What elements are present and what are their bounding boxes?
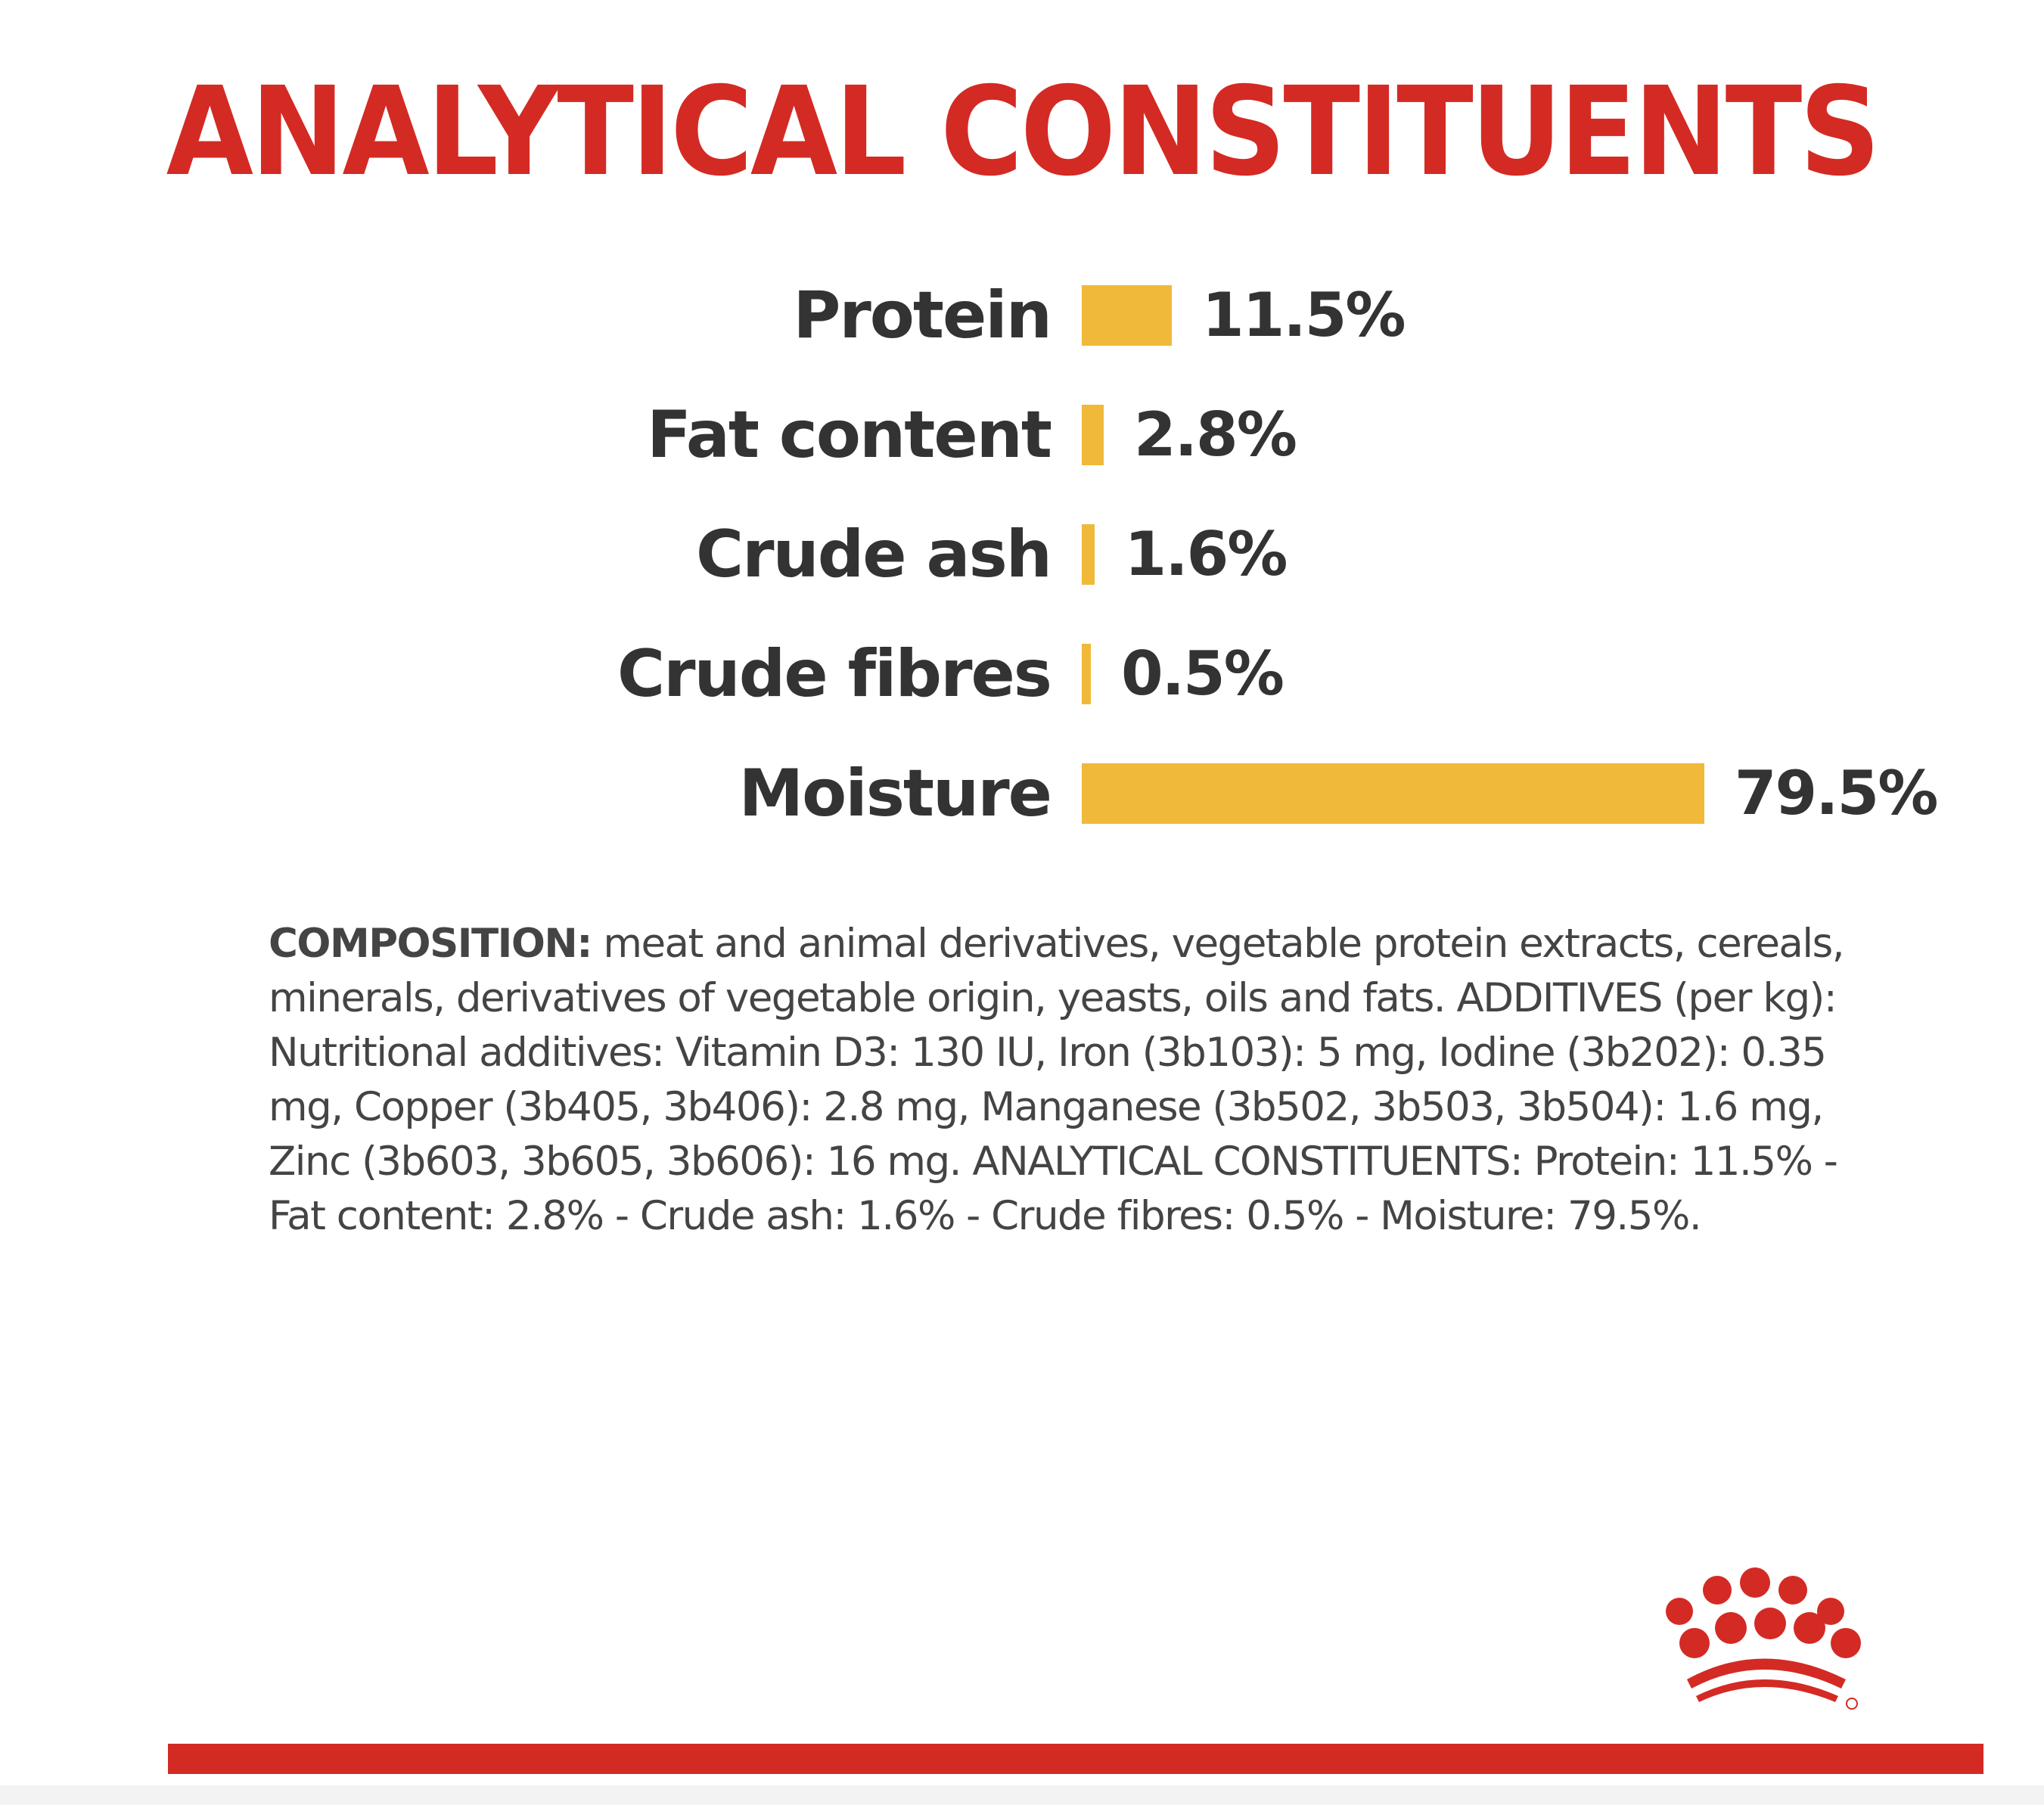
bar-value-label: 11.5%	[1202, 280, 1406, 350]
bar	[1082, 524, 1095, 585]
composition-text: COMPOSITION: meat and animal derivatives…	[269, 917, 1880, 1244]
bar-label: Moisture	[738, 756, 1052, 831]
bar	[1082, 285, 1173, 346]
bar	[1082, 644, 1091, 704]
composition-body: meat and animal derivatives, vegetable p…	[269, 921, 1845, 1239]
bar-value-label: 79.5%	[1734, 758, 1939, 828]
bar	[1082, 763, 1704, 824]
bar-value-label: 0.5%	[1121, 638, 1284, 709]
bar-value-label: 1.6%	[1124, 519, 1288, 589]
bar-label: Fat content	[647, 397, 1052, 473]
royal-canin-crown-icon	[1666, 1567, 1861, 1710]
bottom-accent-bar	[168, 1744, 1983, 1774]
bar-label: Crude ash	[695, 517, 1052, 592]
composition-heading: COMPOSITION:	[269, 921, 592, 967]
bar-label: Protein	[793, 278, 1052, 353]
bar-label: Crude fibres	[617, 636, 1052, 712]
bar-chart: Protein 11.5% Fat content 2.8% Crude ash 1.6%…	[0, 0, 2044, 870]
bar-value-label: 2.8%	[1133, 399, 1297, 470]
bottom-edge	[0, 1785, 2044, 1805]
bar	[1082, 405, 1104, 465]
chart-title: ANALYTICAL CONSTITUENTS	[166, 61, 1881, 203]
